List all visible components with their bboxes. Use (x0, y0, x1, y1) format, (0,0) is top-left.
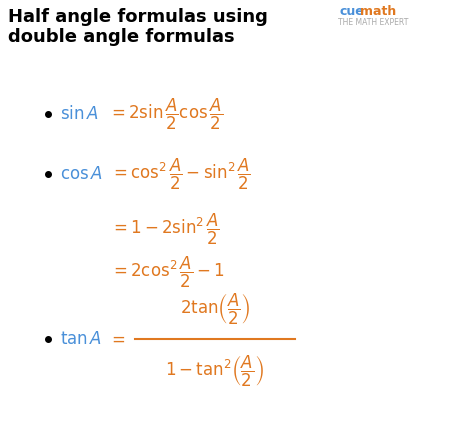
Text: Half angle formulas using: Half angle formulas using (8, 8, 268, 26)
Text: $\cos A$: $\cos A$ (60, 165, 103, 183)
Text: $\sin A$: $\sin A$ (60, 105, 99, 123)
Text: $1 - \tan^{2}\!\left(\dfrac{A}{2}\right)$: $1 - \tan^{2}\!\left(\dfrac{A}{2}\right)… (165, 353, 264, 388)
Text: $= 1 - 2\sin^{2}\dfrac{A}{2}$: $= 1 - 2\sin^{2}\dfrac{A}{2}$ (110, 211, 220, 247)
Text: $= \cos^{2}\dfrac{A}{2} - \sin^{2}\dfrac{A}{2}$: $= \cos^{2}\dfrac{A}{2} - \sin^{2}\dfrac… (110, 156, 251, 191)
Text: cue: cue (340, 5, 365, 18)
Text: $= 2\cos^{2}\dfrac{A}{2} - 1$: $= 2\cos^{2}\dfrac{A}{2} - 1$ (110, 254, 225, 289)
Text: double angle formulas: double angle formulas (8, 28, 235, 46)
Text: $=$: $=$ (108, 330, 125, 348)
Text: THE MATH EXPERT: THE MATH EXPERT (338, 18, 409, 27)
Text: math: math (360, 5, 396, 18)
Text: $2\tan\!\left(\dfrac{A}{2}\right)$: $2\tan\!\left(\dfrac{A}{2}\right)$ (180, 291, 250, 327)
Text: $\tan A$: $\tan A$ (60, 330, 102, 348)
Text: $= 2\sin\dfrac{A}{2}\cos\dfrac{A}{2}$: $= 2\sin\dfrac{A}{2}\cos\dfrac{A}{2}$ (108, 96, 223, 132)
